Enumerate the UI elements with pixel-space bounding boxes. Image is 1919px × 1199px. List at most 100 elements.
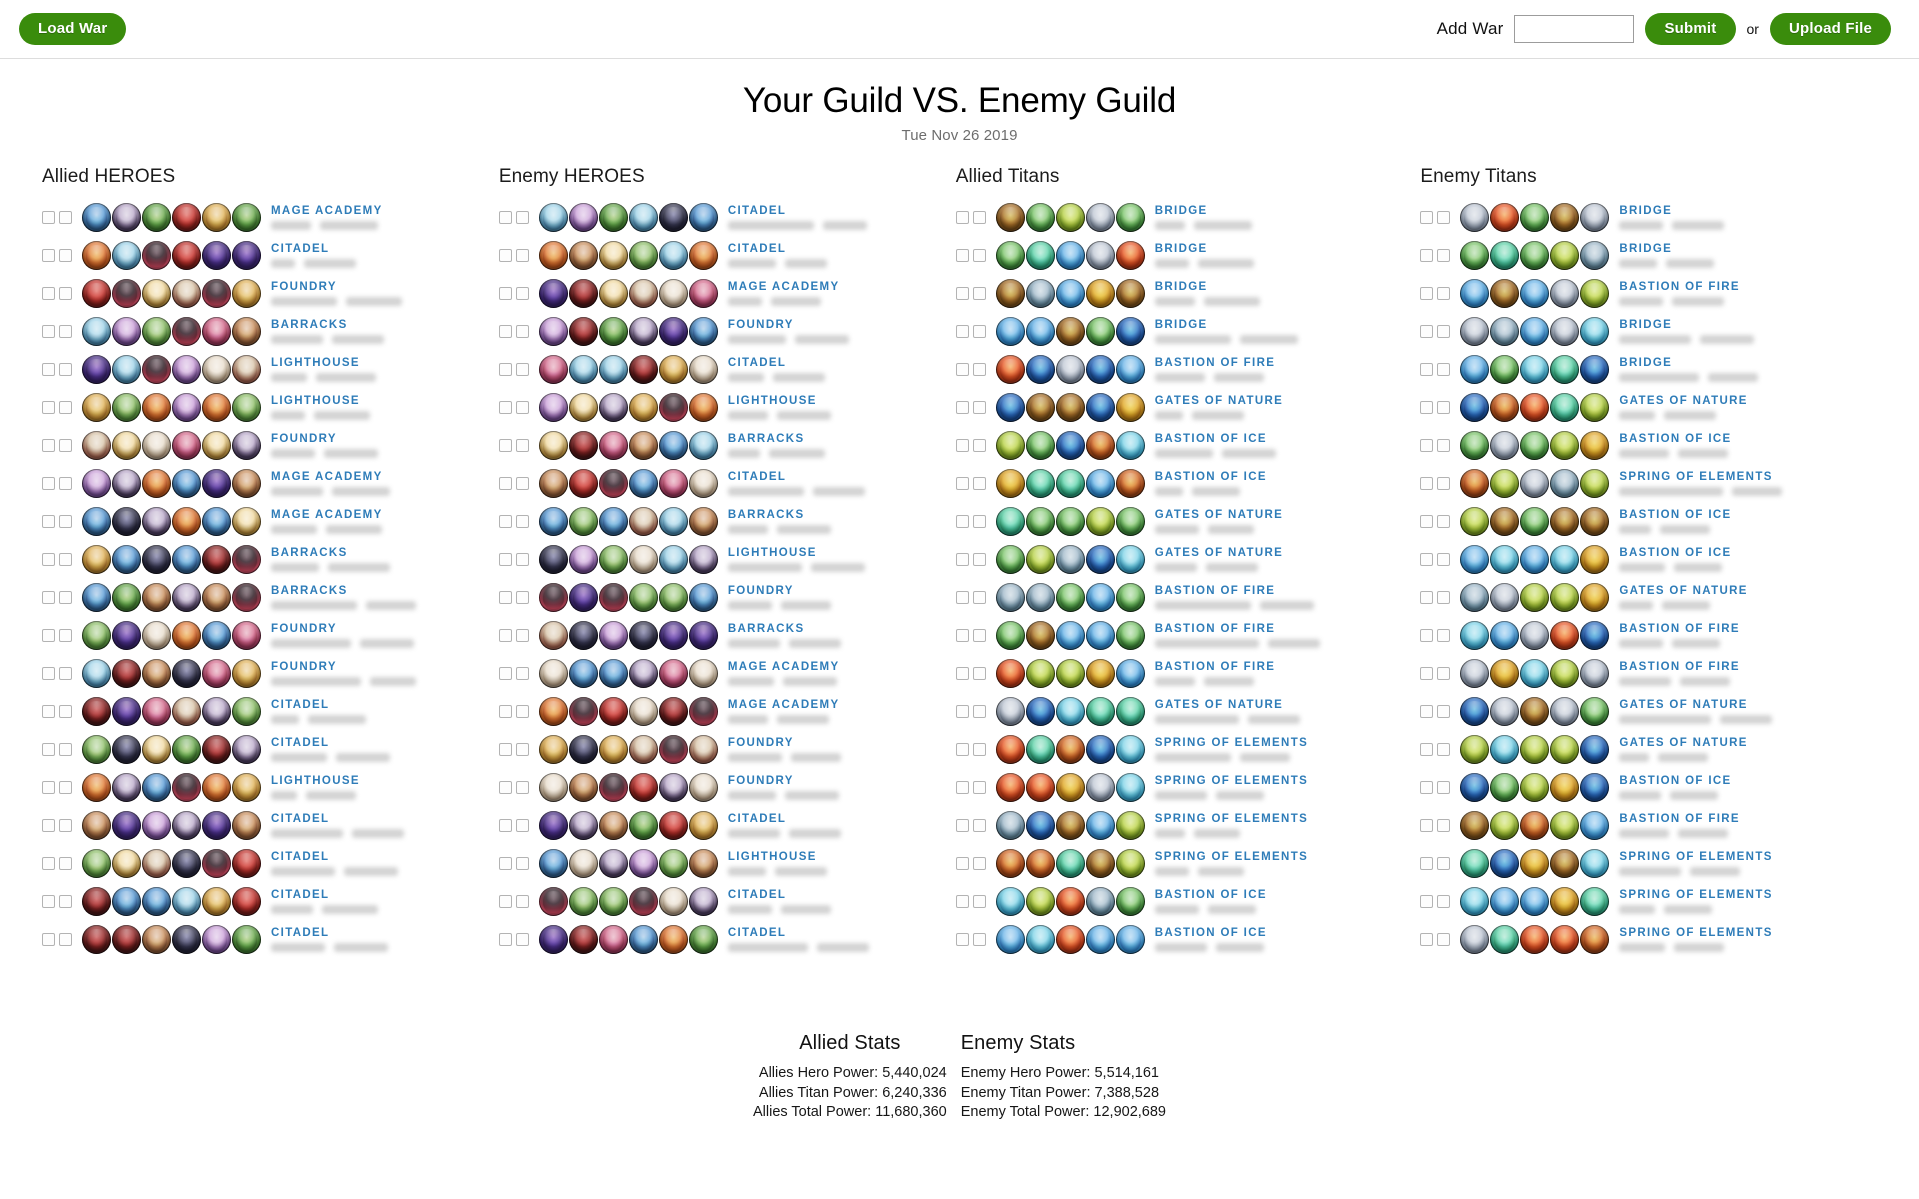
hero-avatar-icon[interactable]: [628, 430, 658, 460]
hero-avatar-icon[interactable]: [232, 810, 261, 840]
hero-avatar-icon[interactable]: [202, 392, 231, 422]
row-checkbox-secondary[interactable]: [515, 818, 529, 832]
row-checkbox-secondary[interactable]: [1437, 780, 1451, 794]
roster-row[interactable]: SPRING OF ELEMENTS: [1418, 464, 1883, 502]
hero-avatar-icon[interactable]: [82, 658, 111, 688]
row-checkbox-primary[interactable]: [955, 362, 969, 376]
hero-avatar-icon[interactable]: [82, 202, 111, 232]
titan-avatar-icon[interactable]: [1490, 240, 1520, 270]
add-war-input[interactable]: [1514, 15, 1635, 43]
row-checkbox-primary[interactable]: [1420, 932, 1434, 946]
row-checkbox-secondary[interactable]: [1437, 628, 1451, 642]
row-checkbox-secondary[interactable]: [515, 248, 529, 262]
hero-avatar-icon[interactable]: [172, 924, 201, 954]
titan-avatar-icon[interactable]: [1085, 506, 1115, 536]
hero-avatar-icon[interactable]: [232, 582, 261, 612]
row-checkbox-secondary[interactable]: [972, 894, 986, 908]
titan-avatar-icon[interactable]: [1580, 810, 1610, 840]
hero-avatar-icon[interactable]: [538, 240, 568, 270]
hero-avatar-icon[interactable]: [688, 316, 718, 346]
row-checkbox-primary[interactable]: [955, 780, 969, 794]
hero-avatar-icon[interactable]: [232, 202, 261, 232]
hero-avatar-icon[interactable]: [142, 886, 171, 916]
hero-avatar-icon[interactable]: [112, 544, 141, 574]
hero-avatar-icon[interactable]: [172, 848, 201, 878]
roster-row[interactable]: GATES OF NATURE: [1418, 388, 1883, 426]
roster-row[interactable]: BASTION OF ICE: [1418, 540, 1883, 578]
hero-avatar-icon[interactable]: [688, 848, 718, 878]
row-checkbox-primary[interactable]: [1420, 666, 1434, 680]
row-checkbox-secondary[interactable]: [59, 818, 72, 832]
row-checkbox-primary[interactable]: [1420, 894, 1434, 908]
titan-avatar-icon[interactable]: [1520, 924, 1550, 954]
titan-avatar-icon[interactable]: [1460, 658, 1490, 688]
hero-avatar-icon[interactable]: [142, 582, 171, 612]
roster-row[interactable]: LIGHTHOUSE: [40, 768, 497, 806]
titan-avatar-icon[interactable]: [1055, 544, 1085, 574]
hero-avatar-icon[interactable]: [568, 772, 598, 802]
row-checkbox-primary[interactable]: [955, 286, 969, 300]
row-checkbox-primary[interactable]: [955, 400, 969, 414]
row-checkbox-secondary[interactable]: [515, 780, 529, 794]
titan-avatar-icon[interactable]: [1550, 392, 1580, 422]
roster-row[interactable]: BRIDGE: [954, 312, 1419, 350]
titan-avatar-icon[interactable]: [1055, 468, 1085, 498]
roster-row[interactable]: SPRING OF ELEMENTS: [954, 844, 1419, 882]
row-checkbox-secondary[interactable]: [59, 286, 72, 300]
row-checkbox-primary[interactable]: [955, 476, 969, 490]
roster-row[interactable]: CITADEL: [40, 844, 497, 882]
row-checkbox-primary[interactable]: [955, 628, 969, 642]
row-checkbox-primary[interactable]: [955, 324, 969, 338]
roster-row[interactable]: BRIDGE: [1418, 312, 1883, 350]
titan-avatar-icon[interactable]: [1580, 772, 1610, 802]
hero-avatar-icon[interactable]: [202, 278, 231, 308]
roster-row[interactable]: BASTION OF ICE: [954, 426, 1419, 464]
hero-avatar-icon[interactable]: [538, 696, 568, 726]
row-checkbox-primary[interactable]: [498, 856, 512, 870]
hero-avatar-icon[interactable]: [232, 696, 261, 726]
titan-avatar-icon[interactable]: [1055, 772, 1085, 802]
row-checkbox-primary[interactable]: [42, 932, 55, 946]
hero-avatar-icon[interactable]: [538, 772, 568, 802]
hero-avatar-icon[interactable]: [172, 392, 201, 422]
row-checkbox-secondary[interactable]: [515, 438, 529, 452]
hero-avatar-icon[interactable]: [172, 506, 201, 536]
hero-avatar-icon[interactable]: [232, 240, 261, 270]
row-checkbox-secondary[interactable]: [1437, 362, 1451, 376]
hero-avatar-icon[interactable]: [112, 392, 141, 422]
hero-avatar-icon[interactable]: [232, 620, 261, 650]
row-checkbox-secondary[interactable]: [59, 932, 72, 946]
hero-avatar-icon[interactable]: [538, 658, 568, 688]
hero-avatar-icon[interactable]: [568, 582, 598, 612]
hero-avatar-icon[interactable]: [568, 886, 598, 916]
row-checkbox-primary[interactable]: [42, 742, 55, 756]
titan-avatar-icon[interactable]: [1025, 772, 1055, 802]
row-checkbox-primary[interactable]: [1420, 324, 1434, 338]
row-checkbox-secondary[interactable]: [515, 894, 529, 908]
titan-avatar-icon[interactable]: [1085, 278, 1115, 308]
hero-avatar-icon[interactable]: [568, 544, 598, 574]
roster-row[interactable]: FOUNDRY: [497, 730, 954, 768]
hero-avatar-icon[interactable]: [658, 240, 688, 270]
row-checkbox-secondary[interactable]: [515, 476, 529, 490]
titan-avatar-icon[interactable]: [1025, 240, 1055, 270]
hero-avatar-icon[interactable]: [82, 582, 111, 612]
hero-avatar-icon[interactable]: [568, 202, 598, 232]
hero-avatar-icon[interactable]: [82, 810, 111, 840]
titan-avatar-icon[interactable]: [995, 772, 1025, 802]
row-checkbox-secondary[interactable]: [972, 742, 986, 756]
roster-row[interactable]: BASTION OF FIRE: [1418, 654, 1883, 692]
titan-avatar-icon[interactable]: [1115, 202, 1145, 232]
titan-avatar-icon[interactable]: [1115, 582, 1145, 612]
submit-button[interactable]: Submit: [1645, 13, 1736, 45]
hero-avatar-icon[interactable]: [112, 658, 141, 688]
hero-avatar-icon[interactable]: [598, 278, 628, 308]
row-checkbox-primary[interactable]: [42, 780, 55, 794]
hero-avatar-icon[interactable]: [628, 468, 658, 498]
titan-avatar-icon[interactable]: [995, 620, 1025, 650]
titan-avatar-icon[interactable]: [1490, 658, 1520, 688]
row-checkbox-primary[interactable]: [498, 210, 512, 224]
row-checkbox-secondary[interactable]: [972, 438, 986, 452]
hero-avatar-icon[interactable]: [658, 772, 688, 802]
row-checkbox-primary[interactable]: [42, 248, 55, 262]
